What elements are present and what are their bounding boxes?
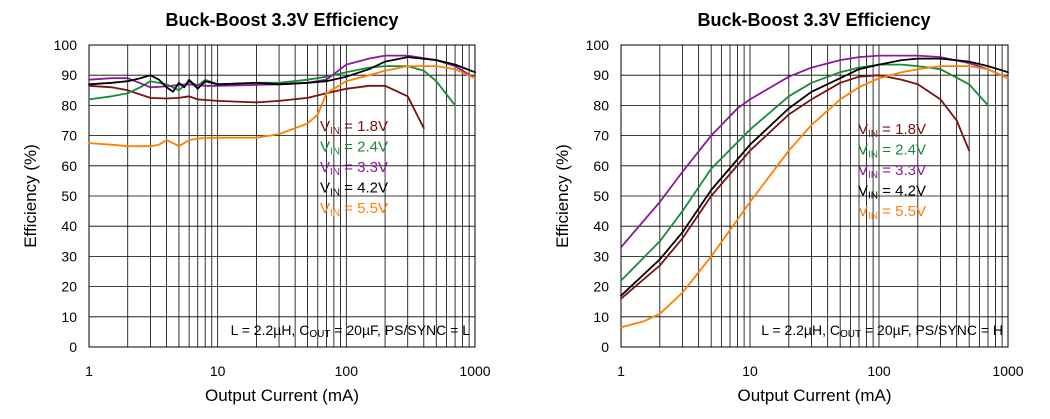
x-tick-label: 100 [867,363,891,379]
series-line-2-4v [620,63,989,282]
chart-ps-sync-high: Buck-Boost 3.3V Efficiency 0 10 20 30 40 50 60 7… [553,10,1024,405]
y-tick-label: 40 [593,218,609,234]
chart-title: Buck-Boost 3.3V Efficiency [165,10,398,30]
series-line-3-3v [620,54,1009,249]
y-tick-label: 0 [601,339,609,355]
y-axis-label: Efficiency (%) [553,144,572,248]
x-axis-label: Output Current (mA) [738,386,892,405]
series-line-2-4v [88,65,456,107]
x-axis-label: Output Current (mA) [205,386,359,405]
y-tick-label: 10 [61,309,77,325]
x-tick-label: 1 [617,363,625,379]
x-tick-label: 10 [742,363,758,379]
y-tick-label: 30 [593,248,609,264]
x-tick-label: 10 [210,363,226,379]
y-axis-label: Efficiency (%) [21,144,40,248]
y-tick-label: 20 [61,279,77,295]
legend-entry: VIN = 5.5V [320,200,388,219]
y-tick-label: 90 [61,67,77,83]
y-tick-label: 80 [61,97,77,113]
series-line-4-2v [620,57,1009,297]
legend-entry: VIN = 4.2V [858,183,926,202]
y-tick-label: 60 [593,158,609,174]
y-tick-label: 70 [61,128,77,144]
series-line-5-5v [620,65,1009,329]
chart-ps-sync-low: Buck-Boost 3.3V Efficiency 0 10 20 30 40 50 60 7… [21,10,491,405]
x-tick-label: 1 [85,363,93,379]
conditions-annotation: L = 2.2µH, COUT = 20µF, PS/SYNC = L [231,322,471,340]
x-tick-label: 100 [335,363,359,379]
chart-title: Buck-Boost 3.3V Efficiency [697,10,930,30]
legend-entry: VIN = 3.3V [320,159,388,178]
y-tick-label: 80 [593,97,609,113]
y-tick-label: 100 [54,37,78,53]
legend-entry: VIN = 1.8V [320,118,388,137]
grid [89,45,475,347]
plot-frame [620,44,1009,348]
series-line-3-3v [88,54,476,89]
legend-entry: VIN = 2.4V [858,142,926,161]
legend-entry: VIN = 4.2V [320,180,388,199]
x-tick-label: 1000 [992,363,1023,379]
y-tick-label: 90 [593,67,609,83]
legend-entry: VIN = 3.3V [858,162,926,181]
y-tick-label: 10 [593,309,609,325]
y-tick-label: 100 [586,37,610,53]
legend-entry: VIN = 2.4V [320,139,388,158]
series-line-4-2v [88,56,476,93]
y-tick-label: 60 [61,158,77,174]
x-tick-label: 1000 [459,363,490,379]
legend-entry: VIN = 1.8V [858,121,926,140]
y-tick-label: 70 [593,128,609,144]
series-group [88,54,476,148]
series-line-5-5v [88,65,476,148]
legend-entry: VIN = 5.5V [858,203,926,222]
y-tick-label: 40 [61,218,77,234]
grid [621,45,1008,347]
conditions-annotation: L = 2.2µH, COUT = 20µF, PS/SYNC = H [761,322,1003,340]
y-tick-label: 20 [593,279,609,295]
y-tick-label: 0 [69,339,77,355]
y-tick-label: 50 [593,188,609,204]
plot-frame [88,44,476,348]
y-tick-label: 30 [61,248,77,264]
series-group [620,54,1009,329]
series-line-1-8v [620,74,971,300]
y-tick-label: 50 [61,188,77,204]
series-line-1-8v [88,84,425,129]
